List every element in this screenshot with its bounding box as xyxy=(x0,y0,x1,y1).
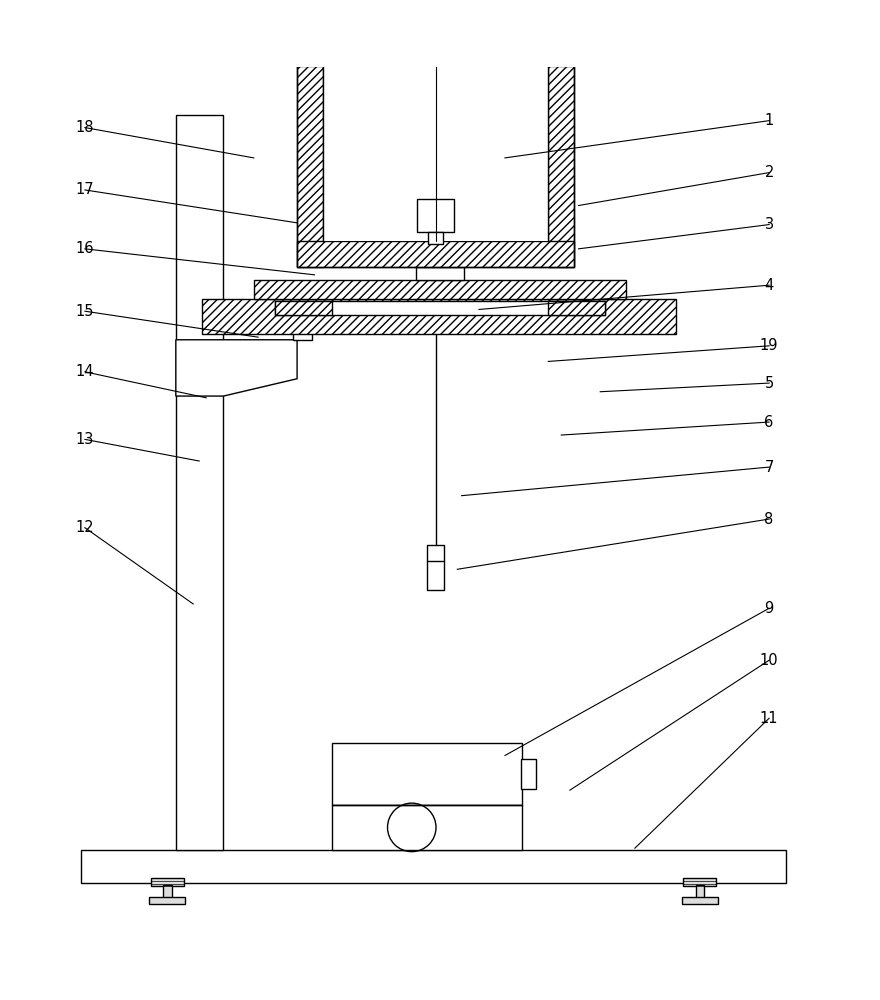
Text: 2: 2 xyxy=(765,165,774,180)
Bar xyxy=(319,23,553,40)
Text: 16: 16 xyxy=(76,241,94,256)
Text: 6: 6 xyxy=(765,415,774,430)
Text: 5: 5 xyxy=(765,376,774,391)
Text: 9: 9 xyxy=(765,601,774,616)
Bar xyxy=(323,66,548,241)
Bar xyxy=(416,267,464,280)
Bar xyxy=(150,878,184,886)
Bar xyxy=(427,545,444,590)
Text: 17: 17 xyxy=(76,182,94,197)
Bar xyxy=(293,316,312,340)
Polygon shape xyxy=(176,340,297,396)
Text: 18: 18 xyxy=(76,120,94,135)
Bar xyxy=(332,743,523,805)
Bar xyxy=(684,878,716,886)
Bar xyxy=(297,40,575,66)
Text: 1: 1 xyxy=(765,113,774,128)
Text: 8: 8 xyxy=(765,512,774,527)
Text: 15: 15 xyxy=(76,304,94,319)
Text: 3: 3 xyxy=(765,217,774,232)
Bar xyxy=(275,301,332,315)
Bar xyxy=(202,299,677,334)
Bar xyxy=(423,17,448,43)
Bar xyxy=(695,885,704,898)
Bar xyxy=(163,885,172,898)
Bar xyxy=(176,115,224,850)
Bar xyxy=(548,301,605,315)
Bar xyxy=(81,850,787,883)
Bar xyxy=(297,40,575,267)
Text: 19: 19 xyxy=(759,338,779,353)
Text: 7: 7 xyxy=(765,460,774,475)
Bar xyxy=(417,199,454,232)
Text: 11: 11 xyxy=(759,711,779,726)
Bar xyxy=(297,40,323,267)
Text: 4: 4 xyxy=(765,278,774,293)
Text: 12: 12 xyxy=(76,520,94,535)
Bar xyxy=(253,280,627,299)
Bar xyxy=(548,40,575,267)
Text: 10: 10 xyxy=(759,653,779,668)
Text: 13: 13 xyxy=(76,432,94,447)
Bar xyxy=(149,897,186,904)
Bar xyxy=(275,301,605,315)
Text: 14: 14 xyxy=(76,364,94,379)
Bar xyxy=(682,897,718,904)
Bar xyxy=(332,805,523,850)
Bar xyxy=(428,232,444,244)
Bar xyxy=(521,759,536,789)
Bar xyxy=(297,241,575,267)
